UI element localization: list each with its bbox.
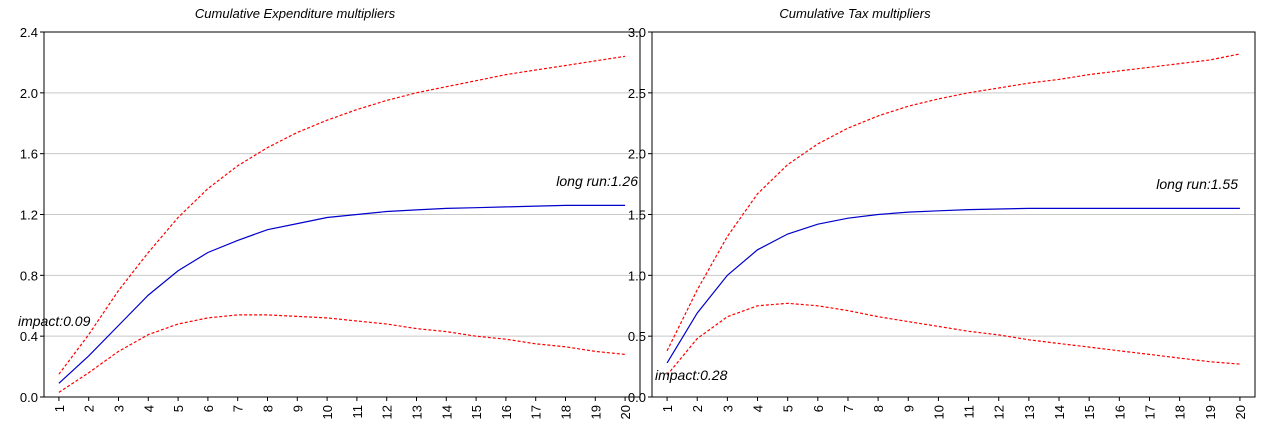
x-tick-label: 19 [588,405,603,419]
x-tick-label: 4 [751,405,766,412]
chart-title: Cumulative Expenditure multipliers [195,6,396,21]
impact-annotation: impact:0.28 [655,367,728,383]
x-tick-label: 2 [690,405,705,412]
x-tick-label: 6 [811,405,826,412]
y-tick-label: 0.4 [20,329,38,344]
y-tick-label: 2.4 [20,25,38,40]
upper-band-line [666,53,1241,352]
x-tick-label: 19 [1203,405,1218,419]
x-tick-label: 11 [350,405,365,419]
y-tick-label: 2.0 [20,86,38,101]
x-tick-label: 14 [439,405,454,419]
x-tick-label: 18 [1173,405,1188,419]
y-tick-label: 3.0 [628,25,646,40]
y-tick-label: 2.0 [628,147,646,162]
tax-multiplier-chart: 0.00.51.01.52.02.53.01 2 3 4 5 6 7 8 9 10 11 12 13 14… [628,6,1256,419]
x-tick-label: 12 [380,405,395,419]
y-tick-label: 0.0 [628,390,646,405]
x-tick-label: 13 [410,405,425,419]
long-run-annotation: long run:1.26 [556,173,638,189]
impact-annotation: impact:0.09 [18,313,91,329]
chart-title: Cumulative Tax multipliers [779,6,931,21]
x-tick-label: 4 [141,405,156,412]
x-tick-label: 1 [52,405,67,412]
x-tick-label: 5 [781,405,796,412]
x-tick-label: 11 [962,405,977,419]
x-tick-label: 6 [201,405,216,412]
y-tick-label: 1.6 [20,147,38,162]
x-tick-label: 17 [529,405,544,419]
upper-band-line [58,55,626,375]
x-tick-label: 2 [82,405,97,412]
y-tick-label: 2.5 [628,86,646,101]
estimate-line [666,207,1240,364]
y-tick-label: 1.2 [20,208,38,223]
lower-band-line [58,314,626,393]
x-tick-label: 9 [290,405,305,412]
expenditure-multiplier-chart: 0.00.40.81.21.62.02.41 2 3 4 5 6 7 8 9 10 11 12 13 14… [18,6,641,419]
y-tick-label: 0.8 [20,268,38,283]
x-tick-label: 3 [720,405,735,412]
x-tick-label: 12 [992,405,1007,419]
x-tick-label: 8 [871,405,886,412]
estimate-line [58,204,626,384]
x-tick-label: 5 [171,405,186,412]
x-tick-label: 7 [231,405,246,412]
x-tick-label: 15 [1082,405,1097,419]
x-tick-label: 18 [559,405,574,419]
x-tick-label: 7 [841,405,856,412]
long-run-annotation: long run:1.55 [1156,176,1238,192]
x-tick-label: 15 [469,405,484,419]
x-tick-label: 14 [1052,405,1067,419]
x-tick-label: 10 [931,405,946,419]
x-tick-label: 9 [901,405,916,412]
x-tick-label: 13 [1022,405,1037,419]
x-tick-label: 8 [261,405,276,412]
y-tick-label: 1.5 [628,208,646,223]
y-tick-label: 0.0 [20,390,38,405]
lower-band-line [666,302,1240,376]
x-tick-label: 10 [320,405,335,419]
y-tick-label: 1.0 [628,268,646,283]
x-tick-label: 16 [499,405,514,419]
x-tick-label: 20 [1233,405,1248,419]
x-tick-label: 20 [618,405,633,419]
x-tick-label: 1 [660,405,675,412]
x-tick-label: 17 [1142,405,1157,419]
x-tick-label: 3 [112,405,127,412]
x-tick-label: 16 [1112,405,1127,419]
y-tick-label: 0.5 [628,329,646,344]
